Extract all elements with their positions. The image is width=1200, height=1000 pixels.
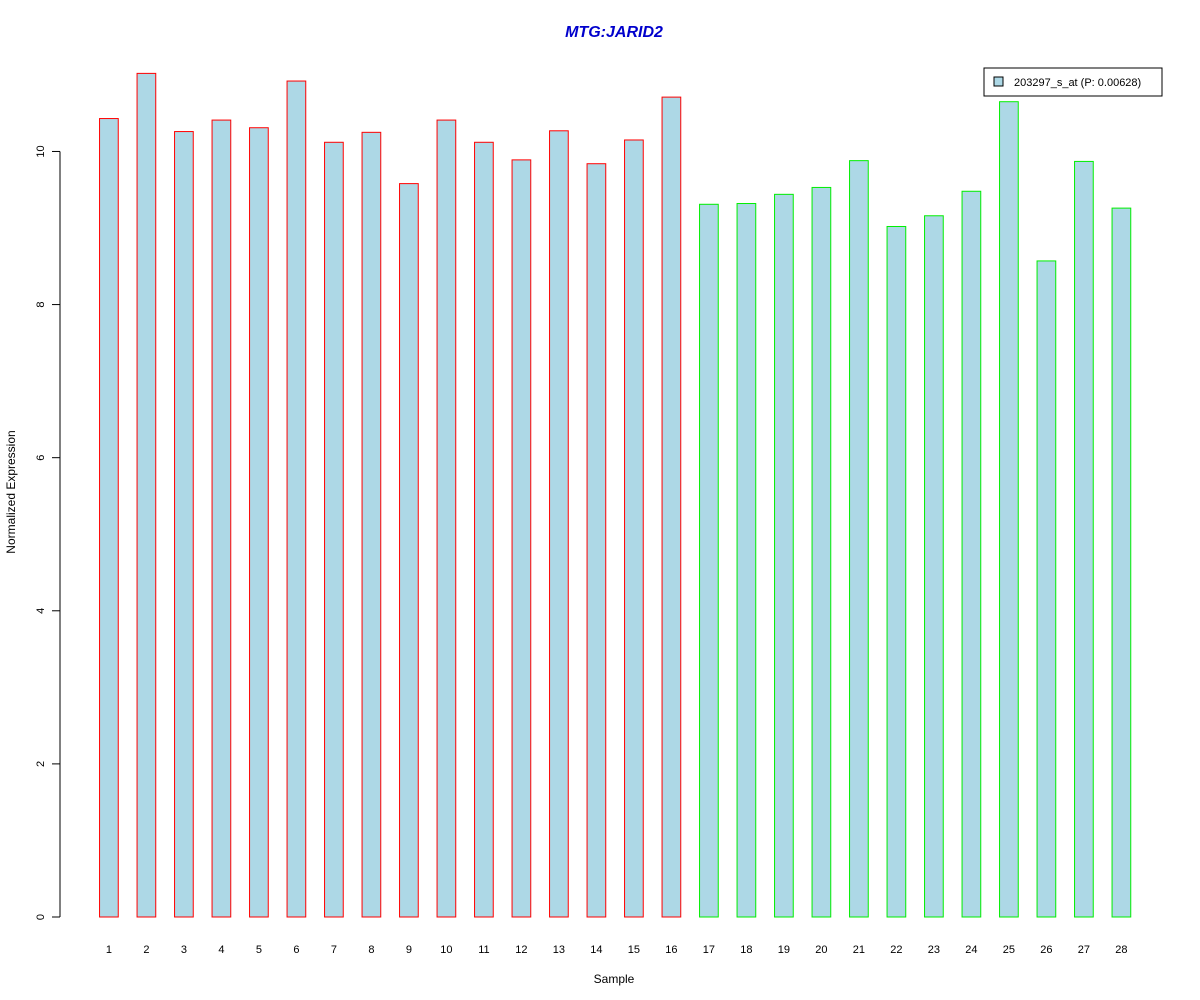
bar-sample-11: [474, 141, 494, 918]
x-tick-label: 5: [256, 944, 262, 956]
x-tick-label: 9: [406, 944, 412, 956]
y-tick-label: 4: [35, 608, 47, 614]
bar-sample-27: [1074, 160, 1094, 918]
x-tick-label: 8: [368, 944, 374, 956]
x-tick-label: 2: [143, 944, 149, 956]
bars: [99, 72, 1132, 918]
bar-sample-15: [624, 139, 644, 918]
bar-sample-23: [924, 215, 944, 918]
x-tick-label: 1: [106, 944, 112, 956]
bar-sample-10: [436, 119, 457, 918]
x-tick-label: 15: [628, 944, 640, 956]
chart-title: MTG:JARID2: [565, 24, 663, 41]
x-tick-label: 24: [965, 944, 977, 956]
x-tick-label: 21: [853, 944, 865, 956]
bar-sample-17: [699, 203, 719, 918]
x-tick-label: 25: [1003, 944, 1015, 956]
bar-sample-7: [324, 141, 344, 918]
x-tick-label: 7: [331, 944, 337, 956]
x-tick-label: 27: [1078, 944, 1090, 956]
y-tick-label: 0: [35, 914, 47, 920]
bar-sample-8: [361, 131, 382, 918]
bar-sample-1: [99, 118, 119, 918]
y-tick-label: 8: [35, 302, 47, 308]
bar-sample-20: [811, 186, 832, 918]
legend-label: 203297_s_at (P: 0.00628): [1014, 77, 1141, 89]
bar-sample-4: [211, 119, 232, 918]
x-tick-label: 11: [478, 944, 489, 956]
bar-sample-22: [886, 225, 907, 918]
bar-sample-2: [136, 72, 157, 918]
bar-sample-9: [399, 183, 419, 918]
bar-sample-3: [174, 131, 194, 918]
y-tick-label: 10: [35, 145, 47, 157]
bar-sample-24: [961, 190, 982, 918]
x-tick-label: 20: [815, 944, 827, 956]
bar-sample-12: [511, 159, 532, 918]
x-tick-label: 6: [293, 944, 299, 956]
y-tick-label: 2: [35, 761, 47, 767]
bar-sample-16: [661, 96, 682, 918]
x-tick-label: 13: [553, 944, 565, 956]
x-tick-label: 17: [703, 944, 715, 956]
bar-sample-25: [999, 101, 1019, 918]
legend-swatch: [993, 76, 1004, 87]
y-axis: 0 2 4 6 8 10: [35, 145, 61, 920]
x-tick-labels: 1 2 3 4 5 6 7 8 9 10 11 12 13 14 15 16 17 18 19 20 21 22 23 24 2…: [106, 944, 1128, 956]
x-tick-label: 16: [665, 944, 677, 956]
bar-sample-26: [1036, 260, 1057, 918]
bar-sample-19: [774, 193, 794, 918]
x-tick-label: 14: [590, 944, 602, 956]
x-tick-label: 22: [890, 944, 902, 956]
x-tick-label: 12: [515, 944, 527, 956]
bar-sample-28: [1111, 207, 1132, 918]
legend-box: [983, 67, 1163, 97]
bar-sample-6: [286, 80, 307, 918]
x-tick-label: 3: [181, 944, 187, 956]
bar-sample-14: [586, 163, 607, 918]
x-tick-label: 23: [928, 944, 940, 956]
x-tick-label: 26: [1040, 944, 1052, 956]
x-tick-label: 28: [1115, 944, 1127, 956]
bar-sample-21: [849, 160, 869, 918]
x-tick-label: 18: [740, 944, 752, 956]
x-tick-label: 4: [218, 944, 224, 956]
legend: 203297_s_at (P: 0.00628): [983, 67, 1163, 97]
bar-sample-18: [736, 203, 757, 918]
y-axis-title: Normalized Expression: [4, 430, 18, 553]
x-tick-label: 10: [440, 944, 452, 956]
x-axis-title: Sample: [594, 972, 635, 986]
y-tick-label: 6: [35, 455, 47, 461]
bar-sample-13: [549, 130, 569, 918]
bar-sample-5: [249, 127, 269, 918]
x-tick-label: 19: [778, 944, 790, 956]
